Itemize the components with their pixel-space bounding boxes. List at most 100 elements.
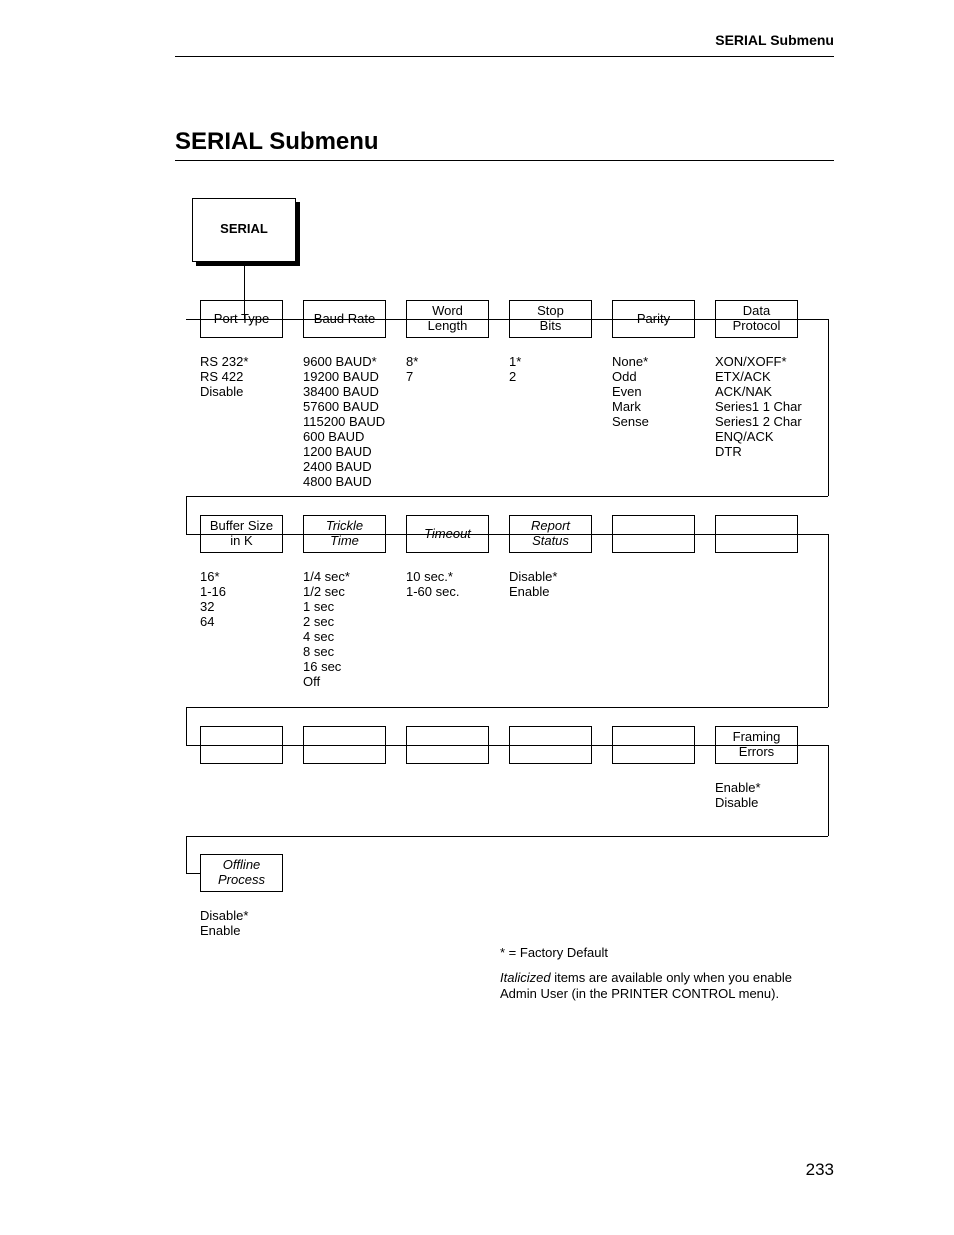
menu-box-label: Process: [201, 872, 282, 887]
menu-option: 4800 BAUD: [303, 474, 416, 489]
menu-option: Disable: [200, 384, 313, 399]
menu-option: 4 sec: [303, 629, 416, 644]
menu-box-label: Stop: [510, 303, 591, 318]
connector: [244, 266, 245, 319]
footnote-italic-word: Italicized: [500, 970, 551, 985]
connector: [186, 707, 828, 708]
menu-option: 7: [406, 369, 519, 384]
menu-option: 38400 BAUD: [303, 384, 416, 399]
menu-box-label: Errors: [716, 744, 797, 759]
menu-option: 8 sec: [303, 644, 416, 659]
connector: [186, 319, 828, 320]
menu-option: RS 422: [200, 369, 313, 384]
menu-option: 115200 BAUD: [303, 414, 416, 429]
menu-option: Enable: [200, 923, 313, 938]
connector: [186, 836, 187, 873]
menu-options: 1*2: [509, 354, 622, 384]
menu-option: DTR: [715, 444, 828, 459]
menu-box: OfflineProcess: [200, 854, 283, 892]
menu-box-label: Offline: [201, 857, 282, 872]
menu-option: 1/2 sec: [303, 584, 416, 599]
menu-option: 10 sec.*: [406, 569, 519, 584]
menu-option: 57600 BAUD: [303, 399, 416, 414]
connector: [828, 534, 829, 707]
menu-option: 1200 BAUD: [303, 444, 416, 459]
menu-option: ETX/ACK: [715, 369, 828, 384]
connector: [828, 319, 829, 496]
footnote-default: * = Factory Default: [500, 945, 608, 960]
root-box: SERIAL: [192, 198, 296, 262]
connector: [186, 496, 828, 497]
menu-box-label: Length: [407, 318, 488, 333]
menu-option: 9600 BAUD*: [303, 354, 416, 369]
menu-option: 16*: [200, 569, 313, 584]
menu-option: Even: [612, 384, 725, 399]
menu-options: 1/4 sec*1/2 sec1 sec2 sec4 sec8 sec16 se…: [303, 569, 416, 689]
menu-options: XON/XOFF*ETX/ACKACK/NAKSeries1 1 CharSer…: [715, 354, 828, 459]
section-rule: [175, 160, 834, 161]
menu-option: Enable*: [715, 780, 828, 795]
menu-option: 600 BAUD: [303, 429, 416, 444]
menu-option: Off: [303, 674, 416, 689]
menu-box-label: Word: [407, 303, 488, 318]
menu-option: None*: [612, 354, 725, 369]
menu-option: 19200 BAUD: [303, 369, 416, 384]
menu-box-label: in K: [201, 533, 282, 548]
connector: [186, 534, 828, 535]
menu-option: Disable: [715, 795, 828, 810]
connector: [186, 496, 187, 534]
menu-option: Disable*: [200, 908, 313, 923]
connector: [186, 707, 187, 745]
menu-option: 1/4 sec*: [303, 569, 416, 584]
connector: [828, 745, 829, 836]
menu-options: 8*7: [406, 354, 519, 384]
menu-option: Series1 2 Char: [715, 414, 828, 429]
menu-option: Series1 1 Char: [715, 399, 828, 414]
menu-option: 2400 BAUD: [303, 459, 416, 474]
menu-option: 1*: [509, 354, 622, 369]
menu-option: Sense: [612, 414, 725, 429]
menu-options: 16*1-163264: [200, 569, 313, 629]
menu-options: 9600 BAUD*19200 BAUD38400 BAUD57600 BAUD…: [303, 354, 416, 489]
footnote-italic: Italicized items are available only when…: [500, 970, 800, 1002]
menu-box-label: Trickle: [304, 518, 385, 533]
menu-box-label: Status: [510, 533, 591, 548]
section-title: SERIAL Submenu: [175, 128, 379, 156]
menu-option: 32: [200, 599, 313, 614]
menu-box-label: Protocol: [716, 318, 797, 333]
menu-options: Disable*Enable: [509, 569, 622, 599]
menu-options: 10 sec.*1-60 sec.: [406, 569, 519, 599]
menu-option: Enable: [509, 584, 622, 599]
menu-option: 8*: [406, 354, 519, 369]
connector: [186, 745, 828, 746]
menu-option: XON/XOFF*: [715, 354, 828, 369]
menu-option: ACK/NAK: [715, 384, 828, 399]
menu-box-label: Buffer Size: [201, 518, 282, 533]
menu-option: 2: [509, 369, 622, 384]
menu-option: Mark: [612, 399, 725, 414]
connector: [186, 836, 828, 837]
menu-box-label: Data: [716, 303, 797, 318]
menu-option: Disable*: [509, 569, 622, 584]
menu-option: RS 232*: [200, 354, 313, 369]
page-number: 233: [806, 1160, 834, 1180]
header-rule: [175, 56, 834, 57]
menu-box-label: Bits: [510, 318, 591, 333]
menu-option: ENQ/ACK: [715, 429, 828, 444]
menu-box-label: Report: [510, 518, 591, 533]
menu-box-label: Framing: [716, 729, 797, 744]
menu-option: 2 sec: [303, 614, 416, 629]
menu-options: Enable*Disable: [715, 780, 828, 810]
menu-option: 64: [200, 614, 313, 629]
menu-option: 16 sec: [303, 659, 416, 674]
menu-option: Odd: [612, 369, 725, 384]
menu-options: Disable*Enable: [200, 908, 313, 938]
menu-option: 1-60 sec.: [406, 584, 519, 599]
menu-options: RS 232*RS 422Disable: [200, 354, 313, 399]
header-title: SERIAL Submenu: [715, 32, 834, 48]
connector: [186, 873, 200, 874]
menu-option: 1 sec: [303, 599, 416, 614]
menu-option: 1-16: [200, 584, 313, 599]
menu-box-label: Time: [304, 533, 385, 548]
menu-options: None*OddEvenMarkSense: [612, 354, 725, 429]
